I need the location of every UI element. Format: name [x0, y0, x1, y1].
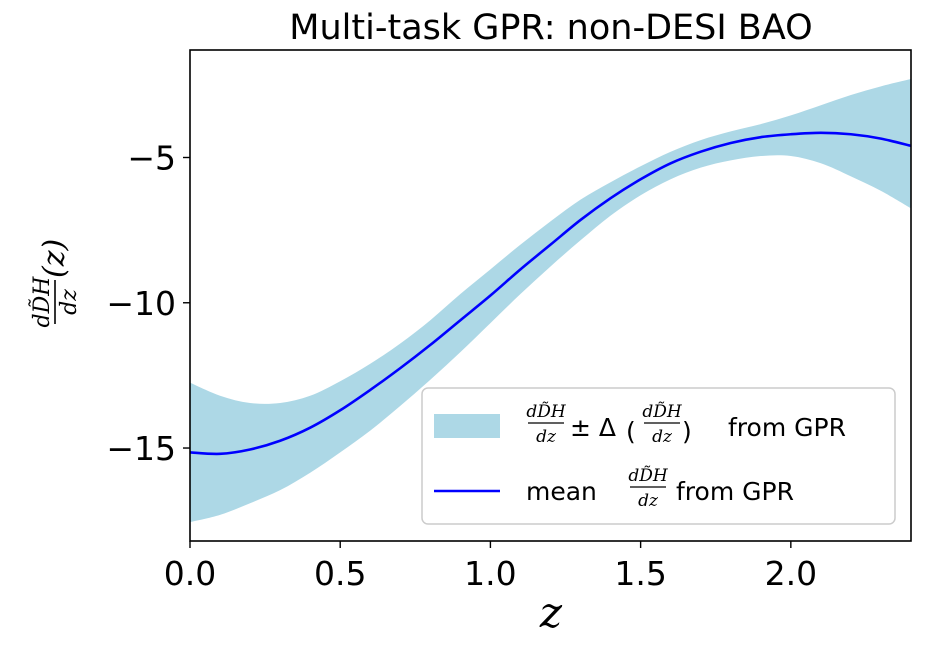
- axes-frame: [189, 49, 912, 542]
- x-tick-label: 1.0: [464, 554, 516, 593]
- legend-band-paren-open: (: [626, 417, 636, 446]
- x-tick-label: 0.5: [314, 554, 366, 593]
- legend-band-frac2-den: dz: [652, 427, 673, 447]
- legend-box: [421, 387, 896, 525]
- x-tick-label: 2.0: [765, 554, 817, 593]
- legend-line-suffix: from GPR: [676, 477, 794, 506]
- x-tick-label: 1.5: [614, 554, 666, 593]
- legend-band-pm: ± Δ: [570, 413, 616, 442]
- legend-line-frac-num: dD̃H: [628, 466, 669, 486]
- legend-line-frac-den: dz: [638, 491, 659, 511]
- legend-line-label: mean dD̃H dz from GPR: [526, 466, 794, 511]
- y-tick-label: −5: [127, 138, 176, 177]
- legend-band-paren-close: ): [682, 417, 692, 446]
- legend-band-frac2-num: dD̃H: [642, 402, 683, 422]
- legend-band-suffix: from GPR: [728, 413, 846, 442]
- x-axis-label: z: [539, 588, 563, 637]
- confidence-band: [190, 79, 911, 523]
- x-axis: 0.0 0.5 1.0 1.5 2.0: [164, 541, 817, 593]
- y-tick-label: −15: [106, 429, 176, 468]
- y-axis: −15 −10 −5: [106, 138, 190, 468]
- plot-area: [190, 79, 911, 523]
- legend-band-frac-num: dD̃H: [526, 402, 567, 422]
- y-axis-label-denominator: dz: [57, 289, 82, 315]
- y-tick-label: −10: [106, 284, 176, 323]
- legend-line-prefix: mean: [526, 477, 597, 506]
- legend-band-label: dD̃H dz ± Δ ( dD̃H dz ) from GPR: [526, 402, 846, 447]
- legend: dD̃H dz ± Δ ( dD̃H dz ) from GPR mean dD…: [421, 387, 896, 525]
- chart-title: Multi-task GPR: non-DESI BAO: [289, 8, 812, 48]
- y-axis-label-numerator: dD̃H: [29, 276, 55, 328]
- legend-band-swatch: [434, 414, 500, 438]
- mean-line: [190, 131, 911, 456]
- legend-band-frac-den: dz: [536, 427, 557, 447]
- x-tick-label: 0.0: [164, 554, 216, 593]
- y-axis-label-argument: (z): [37, 239, 72, 278]
- y-axis-label: dD̃H dz (z): [29, 239, 82, 328]
